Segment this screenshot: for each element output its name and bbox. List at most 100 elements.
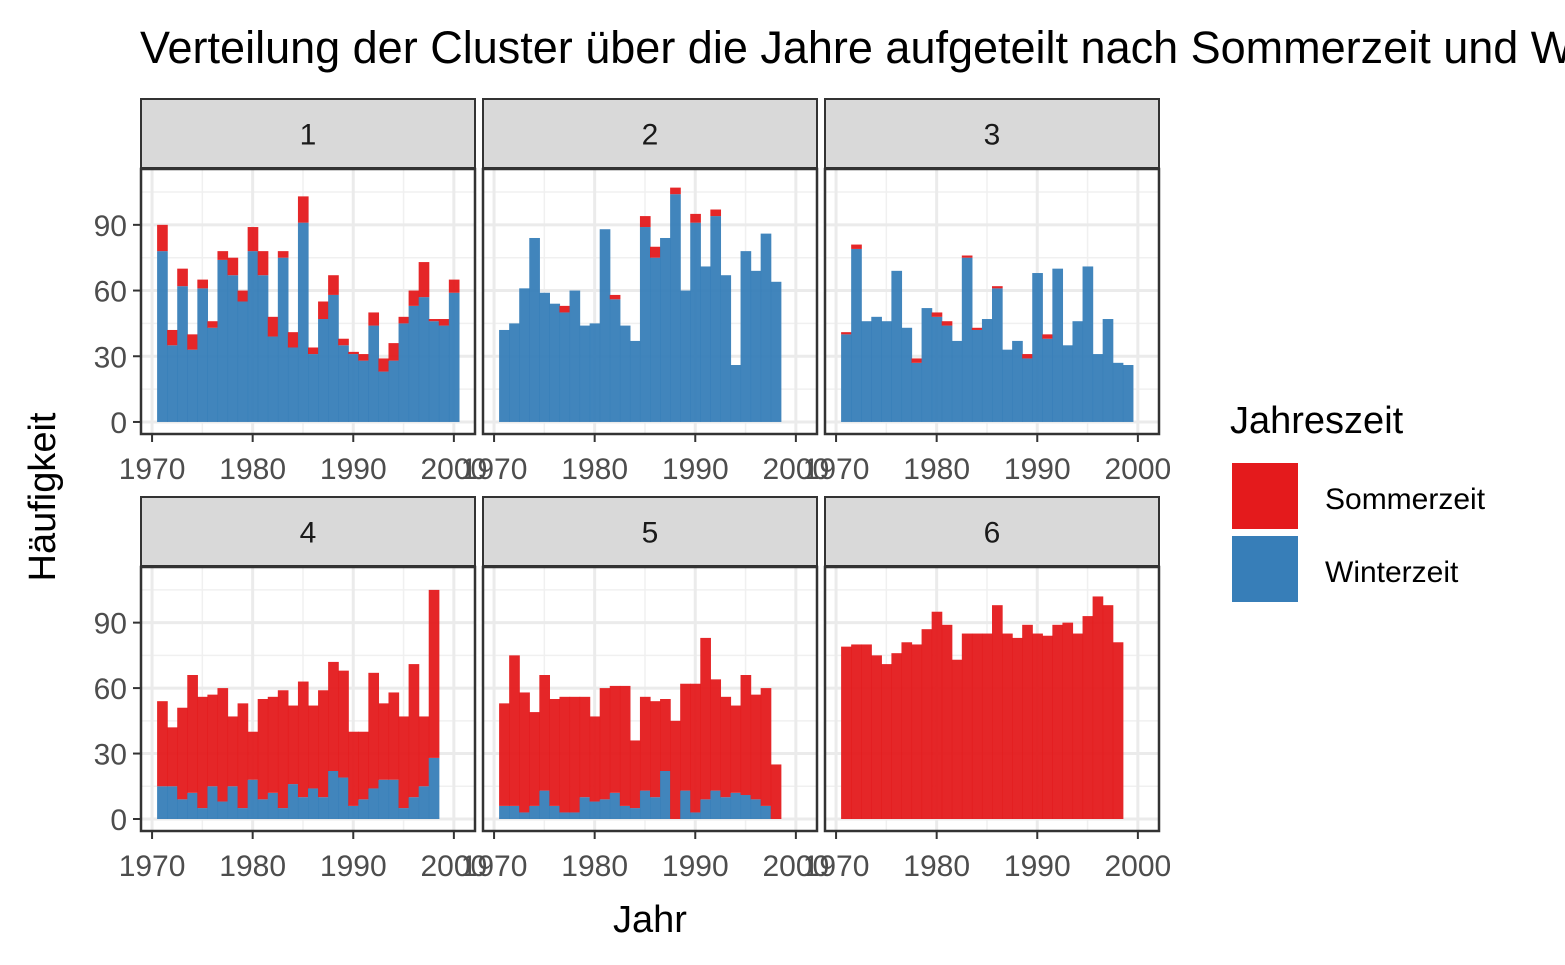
legend-title: Jahreszeit <box>1230 400 1404 442</box>
bar-sommerzeit-1984 <box>971 327 983 330</box>
bar-sommerzeit-1988 <box>670 187 681 195</box>
bar-winterzeit-1984 <box>287 347 299 422</box>
x-tick-label: 1990 <box>1004 453 1071 486</box>
bar-winterzeit-1985 <box>639 790 651 819</box>
bar-sommerzeit-1997 <box>1102 605 1114 819</box>
bar-sommerzeit-1980 <box>931 611 943 819</box>
bar-winterzeit-1993 <box>720 797 732 819</box>
bar-winterzeit-1990 <box>1032 273 1043 422</box>
x-axis-title: Jahr <box>613 899 687 941</box>
bar-sommerzeit-1988 <box>328 661 339 771</box>
bar-winterzeit-1997 <box>1102 319 1114 422</box>
bar-sommerzeit-1974 <box>529 712 540 806</box>
bar-winterzeit-1984 <box>971 329 983 422</box>
bar-sommerzeit-1984 <box>629 740 641 809</box>
bar-winterzeit-1996 <box>408 797 420 819</box>
strip-label: 5 <box>642 517 659 550</box>
bar-winterzeit-1998 <box>428 757 440 819</box>
bar-winterzeit-1996 <box>408 305 420 422</box>
bar-sommerzeit-1972 <box>851 644 862 819</box>
bar-winterzeit-1999 <box>1122 365 1134 422</box>
panel-border <box>139 167 477 436</box>
bar-winterzeit-1998 <box>1112 362 1124 422</box>
bar-sommerzeit-1988 <box>1012 637 1023 819</box>
bar-sommerzeit-1992 <box>368 672 380 789</box>
bar-sommerzeit-1992 <box>368 312 380 326</box>
bar-sommerzeit-1975 <box>197 696 208 809</box>
bar-winterzeit-1996 <box>750 270 762 422</box>
bar-sommerzeit-1972 <box>509 655 520 806</box>
bar-sommerzeit-1991 <box>700 637 711 800</box>
bar-sommerzeit-1984 <box>971 633 983 819</box>
bar-winterzeit-1988 <box>670 194 681 422</box>
facet-panel-6: 6 1970 1980 1990 2000 <box>803 496 1171 883</box>
bar-winterzeit-1989 <box>338 777 349 819</box>
bar-sommerzeit-1993 <box>378 703 390 780</box>
bar-sommerzeit-1980 <box>247 731 259 780</box>
bar-winterzeit-1987 <box>1002 349 1013 422</box>
bar-winterzeit-1976 <box>207 786 219 819</box>
bar-sommerzeit-1991 <box>358 731 369 800</box>
bar-sommerzeit-1974 <box>187 675 198 793</box>
bar-sommerzeit-1980 <box>931 312 943 317</box>
bar-sommerzeit-1982 <box>267 696 279 793</box>
bar-winterzeit-1972 <box>509 805 520 819</box>
bar-winterzeit-1985 <box>297 797 309 819</box>
bar-sommerzeit-1989 <box>338 670 349 778</box>
strip-label: 6 <box>984 517 1001 550</box>
strip-background <box>824 496 1160 567</box>
bar-winterzeit-1990 <box>348 354 359 422</box>
bar-sommerzeit-1988 <box>670 720 681 819</box>
bar-winterzeit-1992 <box>1052 268 1064 422</box>
bar-sommerzeit-1979 <box>237 290 249 302</box>
strip-background <box>482 496 818 567</box>
bar-sommerzeit-1979 <box>579 696 591 798</box>
bar-winterzeit-1973 <box>519 288 530 422</box>
bar-sommerzeit-1978 <box>911 644 923 819</box>
bar-winterzeit-1997 <box>760 805 772 819</box>
bar-winterzeit-1990 <box>690 222 701 422</box>
x-tick-label: 1970 <box>119 453 186 486</box>
bar-winterzeit-1990 <box>690 812 701 819</box>
x-tick-label: 1970 <box>803 850 870 883</box>
bar-winterzeit-1981 <box>257 799 269 819</box>
bar-winterzeit-1975 <box>881 321 892 422</box>
bar-sommerzeit-1978 <box>227 257 239 276</box>
bar-winterzeit-1993 <box>1062 345 1074 422</box>
bar-winterzeit-1982 <box>267 792 279 819</box>
bar-sommerzeit-1989 <box>1022 624 1033 819</box>
bar-winterzeit-1993 <box>378 779 390 819</box>
bar-winterzeit-1973 <box>861 321 872 422</box>
bar-sommerzeit-1981 <box>941 321 953 326</box>
bar-winterzeit-1981 <box>599 229 611 422</box>
bar-winterzeit-1987 <box>318 319 329 422</box>
bar-winterzeit-1985 <box>639 227 651 422</box>
bar-winterzeit-1981 <box>257 275 269 422</box>
strip-background <box>140 98 476 169</box>
facet-panel-3: 3 1970 1980 1990 2000 <box>803 98 1171 486</box>
legend-label-sommerzeit: Sommerzeit <box>1325 483 1486 516</box>
bar-winterzeit-1983 <box>619 805 631 819</box>
bar-sommerzeit-1987 <box>660 699 671 771</box>
bar-winterzeit-1977 <box>559 312 571 422</box>
bar-winterzeit-1971 <box>157 786 168 819</box>
x-tick-label: 2000 <box>420 850 487 883</box>
bar-sommerzeit-1989 <box>680 683 691 791</box>
x-tick-label: 2000 <box>1104 850 1171 883</box>
bar-winterzeit-1986 <box>992 288 1003 422</box>
bar-sommerzeit-1981 <box>599 688 611 800</box>
bar-sommerzeit-1997 <box>418 262 430 298</box>
bar-sommerzeit-1986 <box>308 705 319 789</box>
bar-winterzeit-1983 <box>277 257 289 422</box>
bar-sommerzeit-1982 <box>267 316 279 337</box>
bar-sommerzeit-1998 <box>770 764 782 819</box>
bar-winterzeit-1974 <box>529 237 540 422</box>
bar-sommerzeit-1990 <box>690 683 701 813</box>
bar-sommerzeit-1972 <box>851 244 862 249</box>
y-tick-label: 30 <box>94 739 127 772</box>
bar-winterzeit-1976 <box>891 270 903 422</box>
bar-winterzeit-1980 <box>247 779 259 819</box>
x-tick-label: 2000 <box>1104 453 1171 486</box>
bar-winterzeit-1982 <box>609 792 621 819</box>
bar-winterzeit-1991 <box>358 360 369 422</box>
